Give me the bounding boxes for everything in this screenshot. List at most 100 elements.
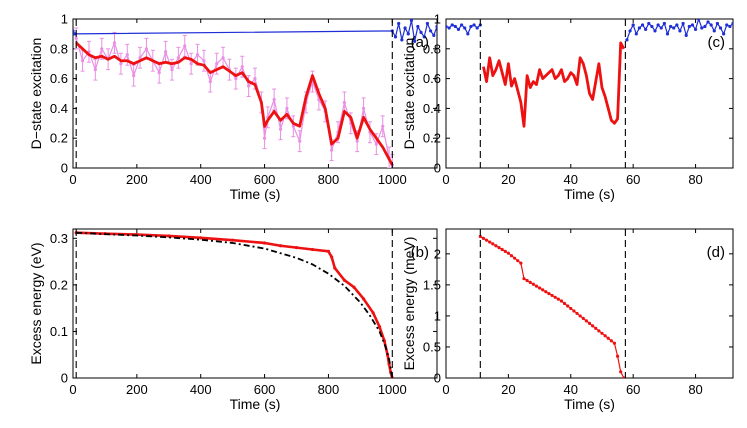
panel-c-xtick-label: 20 xyxy=(501,172,515,187)
panel-c-series-post-point xyxy=(678,29,682,33)
panel-d-series-excess-point xyxy=(597,329,601,333)
panel-a-series-raw-point xyxy=(262,136,267,140)
panel-c-ytick-label: 0.8 xyxy=(423,41,441,56)
panel-d-series-excess-point xyxy=(519,261,523,265)
panel-c-ytick-label: 0.4 xyxy=(423,101,441,116)
panel-a-series-raw-point xyxy=(374,142,378,146)
panel-d-xtick-label: 20 xyxy=(501,382,515,397)
panel-b-axes-frame xyxy=(72,228,438,379)
panel-c-series-post-point xyxy=(665,32,670,36)
panel-b-series-measured-point xyxy=(342,278,347,282)
panel-c-ytick-label: 0 xyxy=(434,161,441,176)
panel-a-series-raw-point xyxy=(330,148,334,152)
panel-c-series-post-point xyxy=(631,23,635,27)
panel-d-ytick-label: 1.5 xyxy=(423,277,441,292)
panel-c-series-pre-point xyxy=(453,24,457,29)
panel-c-series-post-point xyxy=(650,24,654,29)
panel-c-series-post-point xyxy=(644,27,648,32)
panel-a-xlabel: Time (s) xyxy=(230,186,281,202)
panel-c-series-pre-point xyxy=(466,32,470,36)
panel-a-series-raw-point xyxy=(298,139,302,143)
panel-d-series-excess-point xyxy=(478,234,482,239)
panel-a-series-pre-post-point xyxy=(393,35,398,39)
panel-a-series-raw-point xyxy=(189,62,193,66)
panel-d-series-excess-point xyxy=(606,336,610,340)
panel-c-series-post-point xyxy=(725,23,729,27)
panel-b-series-measured-point xyxy=(262,241,267,245)
panel-a-series-raw-point xyxy=(119,62,123,66)
panel-b-ytick-label: 0 xyxy=(61,371,68,386)
panel-d-series-excess-point xyxy=(481,236,486,240)
panel-d-series-excess-line xyxy=(480,235,625,378)
panel-b-series-measured-point xyxy=(310,247,315,252)
panel-d-xlabel: Time (s) xyxy=(564,396,615,412)
panel-c-series-post-point xyxy=(718,26,723,30)
panel-b-series-model-line xyxy=(76,231,394,378)
panel-b-series-measured-point xyxy=(231,238,235,242)
panel-c-series-post-point xyxy=(697,19,701,21)
panel-a-series-raw-point xyxy=(234,77,238,81)
panel-a-axes-frame xyxy=(72,18,438,169)
panel-c-series-post-point xyxy=(715,21,720,26)
panel-d-series-excess-point xyxy=(591,324,595,328)
panel-d-series-excess-point xyxy=(506,251,510,255)
panel-b-xtick-label: 800 xyxy=(318,382,340,397)
panel-d-series-excess-point xyxy=(575,311,579,316)
panel-d-series-excess-point xyxy=(556,297,560,301)
panel-c-series-post-point xyxy=(628,29,632,33)
panel-a-series-pre-post-point xyxy=(73,29,75,33)
panel-c-series-pre-point xyxy=(456,27,461,32)
panel-a-series-pre-post-point xyxy=(413,39,417,43)
panel-c-series-post-point xyxy=(709,23,713,27)
panel-d-xtick-label: 80 xyxy=(688,382,702,397)
panel-a-ytick-label: 0.2 xyxy=(50,131,68,146)
panel-d-series-excess-point xyxy=(622,376,626,378)
panel-a-series-pre-post-point xyxy=(406,32,410,36)
panel-c-ytick-label: 1 xyxy=(434,12,441,27)
panel-c-series-post-point xyxy=(647,21,651,26)
panel-d-ytick-label: 2 xyxy=(434,246,441,261)
panel-c-series-post-point xyxy=(675,23,679,27)
panel-b-series-measured-point xyxy=(352,285,356,289)
panel-a-series-raw-point xyxy=(215,62,219,66)
panel-d-series-excess-point xyxy=(537,286,542,290)
panel-d-series-excess-point xyxy=(553,295,557,299)
panel-a-series-pre-post-point xyxy=(416,24,420,29)
panel-a-series-pre-post-point xyxy=(422,35,426,39)
panel-b-letter: (b) xyxy=(411,244,429,261)
panel-a-series-raw-point xyxy=(157,71,161,75)
panel-d-ytick-label: 1 xyxy=(434,308,441,323)
panel-a-series-pre-post-point xyxy=(397,21,401,26)
panel-a-series-raw-point xyxy=(355,139,359,143)
panel-a-series-smoothed-line xyxy=(75,41,394,166)
panel-d-series-excess-point xyxy=(528,280,532,284)
panel-c-series-post-point xyxy=(706,20,710,24)
panel-a-series-raw-point xyxy=(361,106,366,110)
panel-a-series-pre-post-point xyxy=(403,26,407,30)
panel-d-series-excess-point xyxy=(587,321,592,325)
panel-a-series-raw-point xyxy=(93,68,97,72)
panel-b-ytick-label: 0.1 xyxy=(50,324,68,339)
panel-a-series-raw-point xyxy=(208,79,212,84)
panel-b-xtick-label: 600 xyxy=(254,382,276,397)
panel-c-ytick-label: 0.6 xyxy=(423,71,441,86)
panel-c-series-post-point xyxy=(700,26,704,30)
panel-c-series-post-point xyxy=(625,38,629,42)
panel-a-series-raw-point xyxy=(138,56,142,60)
panel-a-ytick-label: 0.4 xyxy=(50,101,68,116)
panel-d-xtick-label: 40 xyxy=(564,382,578,397)
panel-b-xtick-label: 200 xyxy=(126,382,148,397)
panel-d-series-excess-point xyxy=(494,244,498,248)
panel-b-series-measured-point xyxy=(326,249,331,253)
panel-b-xlabel: Time (s) xyxy=(230,396,281,412)
panel-c-xtick-label: 80 xyxy=(688,172,702,187)
panel-d-letter: (d) xyxy=(707,244,725,261)
panel-d-series-excess-point xyxy=(503,249,507,253)
panel-a-series-raw-point xyxy=(125,53,129,57)
panel-c-series-post-point xyxy=(687,24,691,29)
panel-d-series-excess-point xyxy=(541,288,545,292)
panel-d-series-excess-point xyxy=(509,254,514,258)
panel-b-series-measured-point xyxy=(294,246,299,250)
panel-d-series-excess-point xyxy=(550,293,554,298)
panel-a-series-pre-post-point xyxy=(429,29,433,33)
